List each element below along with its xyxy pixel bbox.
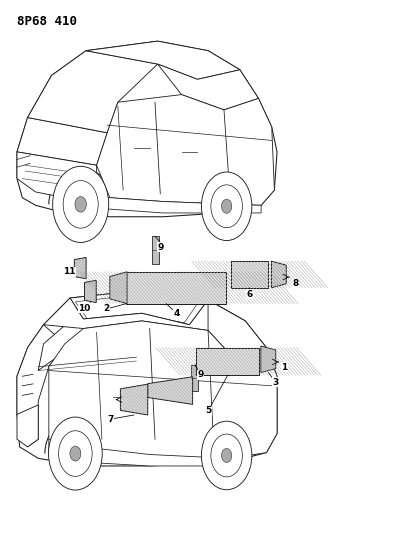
Polygon shape — [17, 117, 107, 165]
Text: 10: 10 — [78, 304, 91, 313]
Circle shape — [48, 417, 102, 490]
Text: 9: 9 — [197, 370, 204, 379]
Polygon shape — [97, 94, 274, 205]
Polygon shape — [261, 346, 276, 373]
Text: 8P68 410: 8P68 410 — [17, 14, 77, 28]
Text: 7: 7 — [107, 415, 114, 424]
Polygon shape — [17, 405, 38, 447]
Bar — [191, 365, 198, 391]
Bar — [231, 261, 268, 288]
Circle shape — [75, 197, 86, 212]
Bar — [152, 236, 159, 264]
Polygon shape — [62, 198, 261, 213]
Text: 3: 3 — [273, 377, 279, 386]
Polygon shape — [148, 377, 193, 405]
Circle shape — [53, 166, 109, 243]
Polygon shape — [28, 51, 158, 133]
Polygon shape — [17, 325, 65, 447]
Polygon shape — [17, 41, 277, 217]
Bar — [196, 348, 259, 375]
Text: 8: 8 — [292, 279, 299, 288]
Polygon shape — [208, 300, 266, 359]
Text: 2: 2 — [104, 304, 110, 313]
Text: 9: 9 — [158, 243, 164, 252]
Polygon shape — [70, 290, 208, 325]
Bar — [196, 348, 259, 375]
Circle shape — [211, 185, 242, 228]
Polygon shape — [120, 384, 148, 415]
Polygon shape — [49, 439, 229, 466]
Polygon shape — [74, 257, 86, 279]
Circle shape — [211, 434, 242, 477]
Polygon shape — [74, 257, 86, 279]
Text: 5: 5 — [205, 406, 211, 415]
Circle shape — [222, 448, 232, 463]
Circle shape — [70, 446, 81, 461]
Polygon shape — [84, 280, 96, 303]
Polygon shape — [272, 261, 286, 288]
Polygon shape — [110, 272, 127, 304]
Circle shape — [222, 199, 232, 213]
Text: 4: 4 — [173, 309, 180, 318]
Polygon shape — [158, 64, 259, 110]
Polygon shape — [86, 41, 240, 79]
Polygon shape — [110, 272, 127, 304]
Circle shape — [59, 431, 92, 477]
Text: 6: 6 — [247, 289, 253, 298]
Polygon shape — [17, 152, 97, 198]
Text: 1: 1 — [281, 363, 287, 372]
Bar — [126, 272, 226, 304]
Polygon shape — [148, 377, 193, 405]
Circle shape — [63, 181, 98, 228]
Polygon shape — [120, 384, 148, 415]
Circle shape — [201, 421, 252, 490]
Polygon shape — [38, 313, 142, 370]
Polygon shape — [49, 321, 277, 462]
Polygon shape — [44, 298, 245, 330]
Polygon shape — [84, 280, 96, 303]
Text: 11: 11 — [62, 268, 75, 276]
Polygon shape — [261, 346, 276, 373]
Polygon shape — [272, 261, 286, 288]
Polygon shape — [17, 290, 277, 466]
Circle shape — [201, 172, 252, 240]
Bar — [126, 272, 226, 304]
Bar — [231, 261, 268, 288]
